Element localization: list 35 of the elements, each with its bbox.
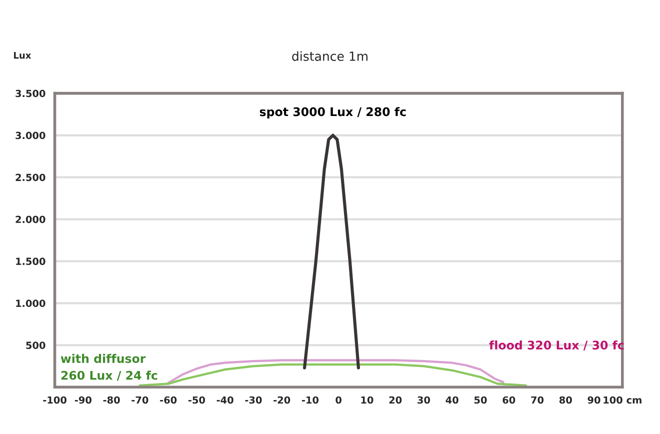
x-tick-label: -90 [74,396,92,404]
x-tick-label: 20 [389,396,402,404]
x-tick-label: 40 [446,396,458,404]
x-tick-label: 80 [559,396,572,404]
x-tick-label: -40 [216,396,234,404]
x-tick-label: 90 [588,396,600,404]
x-tick-label: -30 [245,396,262,404]
x-tick-label: -10 [302,396,319,404]
x-tick-label: -20 [274,396,290,404]
series-label: flood 320 Lux / 30 fc [489,340,624,351]
y-tick-label: 3.000 [16,132,46,140]
series-label: with diffusor 260 Lux / 24 fc [60,354,158,381]
series-label: spot 3000 Lux / 280 fc [260,107,406,118]
x-tick-label: -100 [43,396,66,404]
x-tick-label: 30 [418,396,430,404]
x-tick-label: 10 [361,396,374,404]
x-tick-label: -80 [103,396,120,404]
y-tick-label: 500 [26,342,46,349]
x-tick-label: 50 [474,396,487,404]
x-tick-label: -50 [188,396,205,404]
y-tick-label: 3.500 [16,90,46,98]
line-series [302,134,360,370]
x-tick-label: -60 [160,396,177,404]
y-tick-label: 2.000 [16,216,46,224]
chart-title: distance 1m [292,51,368,61]
line-series [167,359,504,384]
x-tick-label: 0 [336,396,342,404]
x-tick-label: -70 [132,396,148,404]
y-tick-label: 1.500 [16,258,46,266]
x-tick-label: 100 cm [604,396,642,404]
x-tick-label: 70 [531,396,544,404]
x-tick-label: 60 [502,396,516,404]
y-axis-title: Lux [14,52,32,59]
y-tick-label: 1.000 [16,300,46,308]
y-tick-label: 2.500 [16,174,46,182]
